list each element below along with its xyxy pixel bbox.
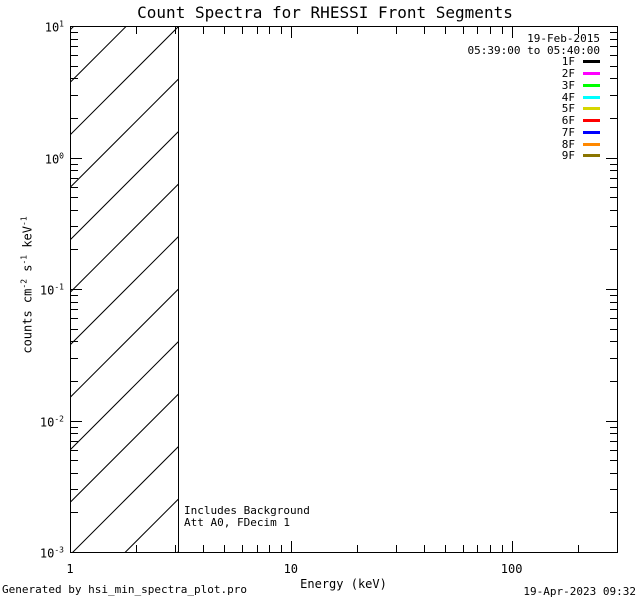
legend-entry-label: 4F: [561, 90, 575, 104]
legend-entry-label: 7F: [561, 125, 575, 139]
plot-annotation: Includes Background Att A0, FDecim 1: [184, 505, 310, 528]
annotation-includes-background: Includes Background: [184, 504, 310, 517]
footer-timestamp: 19-Apr-2023 09:32: [523, 585, 636, 598]
legend-entry-4F: 4F: [561, 90, 600, 104]
legend-entry-label: 3F: [561, 78, 575, 92]
legend: 19-Feb-2015 05:39:00 to 05:40:00 1F 2F 3F 4…: [468, 33, 600, 162]
x-tick-label: 1: [66, 562, 74, 576]
x-tick-label: 10: [283, 562, 299, 576]
legend-entry-3F: 3F: [561, 78, 600, 92]
legend-entry-6F: 6F: [561, 114, 600, 128]
legend-color-swatch: [583, 142, 600, 146]
annotation-att-fdecim: Att A0, FDecim 1: [184, 515, 290, 529]
legend-entry-label: 1F: [561, 55, 575, 69]
y-tick-label: 10-1: [39, 282, 64, 298]
legend-color-swatch: [583, 95, 600, 99]
legend-color-swatch: [583, 130, 600, 134]
legend-entry-label: 2F: [561, 67, 575, 81]
legend-color-swatch: [583, 72, 600, 76]
legend-entry-label: 8F: [561, 137, 575, 151]
legend-entry-9F: 9F: [561, 149, 600, 163]
legend-color-swatch: [583, 154, 600, 158]
legend-color-swatch: [583, 107, 600, 111]
legend-date: 19-Feb-2015: [527, 32, 600, 45]
legend-entry-8F: 8F: [561, 137, 600, 151]
legend-entry-2F: 2F: [561, 67, 600, 81]
x-axis-title: Energy (keV): [300, 577, 387, 591]
legend-entry-label: 5F: [561, 102, 575, 116]
plot-title: Count Spectra for RHESSI Front Segments: [137, 3, 513, 22]
x-tick-label: 100: [500, 562, 523, 576]
y-tick-label: 10-2: [39, 414, 64, 429]
legend-entry-1F: 1F: [561, 55, 600, 69]
legend-time-range: 05:39:00 to 05:40:00: [467, 43, 600, 57]
y-tick-label: 10-3: [39, 545, 64, 561]
legend-color-swatch: [583, 83, 600, 87]
legend-entry-label: 9F: [561, 149, 575, 163]
legend-entries: 1F 2F 3F 4F 5F 6F 7F 8F 9F: [561, 55, 600, 163]
legend-color-swatch: [583, 119, 600, 123]
hatched-region: [70, 26, 178, 552]
y-tick-label: 101: [44, 19, 64, 35]
legend-entry-label: 6F: [561, 114, 575, 128]
legend-entry-5F: 5F: [561, 102, 600, 116]
legend-entry-7F: 7F: [561, 125, 600, 139]
y-tick-label: 100: [44, 151, 64, 166]
legend-color-swatch: [583, 60, 600, 64]
y-axis-title: counts cm-2 s-1 keV-1: [19, 216, 35, 354]
axes-frame: [70, 26, 618, 553]
footer-generated-by: Generated by hsi_min_spectra_plot.pro: [2, 583, 248, 596]
